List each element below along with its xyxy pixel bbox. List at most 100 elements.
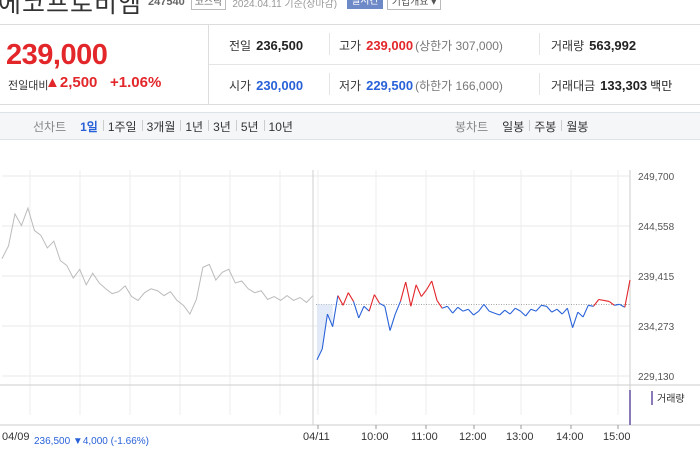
today-price-segment xyxy=(624,279,631,308)
x-tick-label: 11:00 xyxy=(411,431,438,443)
up-arrow-icon: ▲ xyxy=(45,74,60,91)
tab-5y[interactable]: 5년 xyxy=(235,118,264,135)
today-price-segment xyxy=(541,304,547,307)
candle-chart-tabs: 봉차트 일봉 주봉 월봉 xyxy=(455,113,593,139)
stats-row-1: 전일 236,500 고가 239,000 (상한가 307,000) 거래량 563,… xyxy=(209,25,700,65)
tab-1d[interactable]: 1일 xyxy=(80,119,98,134)
today-price-segment xyxy=(321,313,328,350)
today-price-segment xyxy=(603,299,610,302)
change-value: ▲2,500 xyxy=(45,74,97,91)
y-tick-label: 234,273 xyxy=(638,322,675,333)
stock-code: 247540 xyxy=(148,0,185,8)
y-tick-label: 239,415 xyxy=(638,272,675,283)
today-price-segment xyxy=(619,303,626,308)
today-price-segment xyxy=(520,310,527,317)
today-price-segment xyxy=(551,308,558,313)
chart-period-tabs: 선차트 1일 1주일 3개월 1년 3년 5년 10년 봉차트 일봉 주봉 월봉 xyxy=(0,112,700,140)
x-tick-label: 10:00 xyxy=(361,431,389,443)
tab-daily[interactable]: 일봉 xyxy=(502,119,525,134)
x-tick-label: 14:00 xyxy=(556,431,584,443)
today-price-segment xyxy=(452,306,459,314)
today-price-segment xyxy=(363,305,370,312)
market-badge: 코스닥 xyxy=(190,0,227,10)
current-price: 239,000 xyxy=(6,39,108,71)
today-price-segment xyxy=(373,294,381,304)
today-price-segment xyxy=(368,294,375,312)
price-stats-table: 전일 236,500 고가 239,000 (상한가 307,000) 거래량 563,… xyxy=(208,24,700,105)
today-price-segment xyxy=(410,284,417,307)
open-dip-area xyxy=(317,304,333,360)
today-price-segment xyxy=(509,307,516,315)
today-price-segment xyxy=(462,308,469,312)
today-price-segment xyxy=(426,280,433,291)
today-price-segment xyxy=(473,310,480,316)
price-chart-svg[interactable]: 249,700 244,558 239,415 234,273 229,130 04/0… xyxy=(0,140,700,450)
realtime-button[interactable]: 실시간 xyxy=(347,0,383,9)
today-price-segment xyxy=(442,305,448,309)
x-tick-label: 12:00 xyxy=(459,431,487,443)
stat-trade-amount: 거래대금 133,303 백만 xyxy=(551,78,673,93)
x-tick-label: 13:00 xyxy=(506,431,534,443)
today-price-segment xyxy=(483,304,490,312)
today-price-segment xyxy=(394,301,401,315)
today-price-segment xyxy=(399,281,407,302)
today-price-segment xyxy=(347,292,354,302)
today-price-segment xyxy=(588,304,594,307)
today-price-segment xyxy=(446,305,454,314)
volume-legend-icon xyxy=(651,391,653,405)
today-price-segment xyxy=(332,295,339,327)
tab-monthly[interactable]: 월봉 xyxy=(561,118,593,135)
change-label: 전일대비 xyxy=(8,80,49,92)
tab-weekly[interactable]: 주봉 xyxy=(529,118,561,135)
today-price-segment xyxy=(514,307,521,312)
price-chart[interactable]: 249,700 244,558 239,415 234,273 229,130 04/0… xyxy=(0,140,700,450)
today-price-segment xyxy=(478,304,485,312)
today-price-segment xyxy=(389,313,396,331)
tab-3y[interactable]: 3년 xyxy=(208,118,236,135)
stat-volume: 거래량 563,992 xyxy=(551,38,637,53)
today-price-segment xyxy=(316,348,323,361)
today-price-segment xyxy=(384,306,391,331)
today-price-segment xyxy=(358,306,365,319)
prev-day-summary: 236,500 ▼4,000 (-1.66%) xyxy=(34,436,149,447)
x-tick-label: 04/11 xyxy=(303,431,330,443)
today-price-segment xyxy=(608,300,615,306)
stock-name: 에코프로비엠 xyxy=(0,0,143,18)
today-price-segment xyxy=(457,306,464,312)
today-price-segment xyxy=(614,303,620,306)
volume-legend-label: 거래량 xyxy=(657,393,685,405)
stat-prev-close: 전일 236,500 xyxy=(229,38,304,53)
today-price-segment xyxy=(352,301,360,319)
change-amount: 2,500 xyxy=(59,74,98,91)
prev-day-price-line xyxy=(1,206,314,316)
today-price-segment xyxy=(566,308,574,328)
today-price-segment xyxy=(436,300,443,309)
volume-bar xyxy=(629,390,631,425)
company-info-dropdown[interactable]: 기업개요 ▾ xyxy=(386,0,442,10)
today-price-segment xyxy=(431,280,438,301)
tab-10y[interactable]: 10년 xyxy=(263,118,298,135)
tab-1y[interactable]: 1년 xyxy=(180,118,208,135)
base-date: 2024.04.11 기준(장마감) xyxy=(232,0,338,10)
today-price-segment xyxy=(420,289,427,297)
today-price-segment xyxy=(530,308,537,312)
stock-header: 에코프로비엠 247540 코스닥 2024.04.11 기준(장마감) 실시간… xyxy=(0,0,700,18)
tab-1w[interactable]: 1주일 xyxy=(102,118,142,135)
today-price-segment xyxy=(405,281,412,307)
stat-low: 저가 229,500 (하한가 166,000) xyxy=(339,78,503,93)
today-price-segment xyxy=(535,304,542,312)
today-price-segment xyxy=(415,284,422,297)
today-price-segment xyxy=(556,308,563,315)
today-price-segment xyxy=(582,305,589,318)
today-price-segment xyxy=(561,307,568,315)
today-price-segment xyxy=(337,295,344,306)
today-price-segment xyxy=(525,308,532,317)
today-price-segment xyxy=(499,309,506,316)
stats-row-2: 시가 230,000 저가 229,500 (하한가 166,000) 거래대금 133… xyxy=(209,65,700,104)
y-tick-label: 244,558 xyxy=(638,222,675,233)
line-chart-tabs: 선차트 1일 1주일 3개월 1년 3년 5년 10년 xyxy=(33,113,298,139)
y-tick-label: 249,700 xyxy=(638,172,675,183)
today-price-segment xyxy=(598,298,605,301)
tab-3m[interactable]: 3개월 xyxy=(141,118,181,135)
stat-high: 고가 239,000 (상한가 307,000) xyxy=(339,38,503,53)
